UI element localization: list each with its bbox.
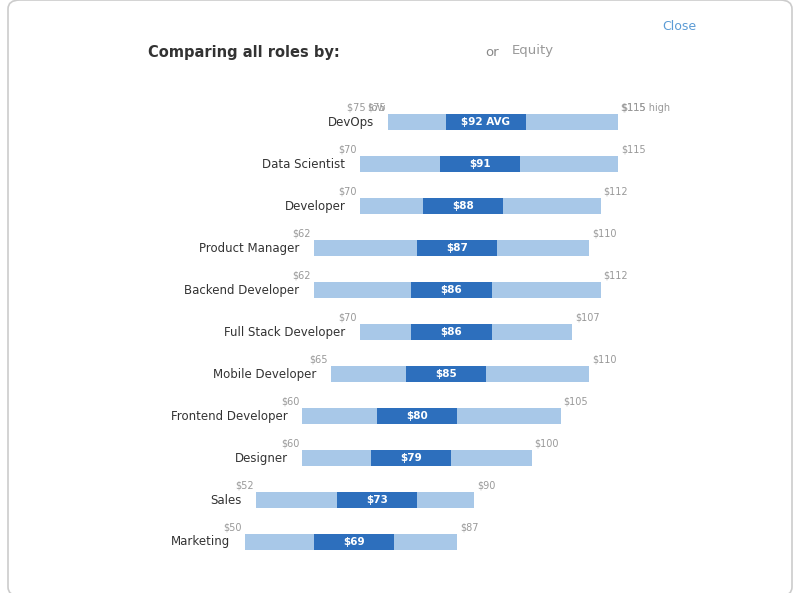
- Text: $70: $70: [338, 186, 357, 196]
- Text: Product Manager: Product Manager: [199, 241, 299, 254]
- Bar: [314, 282, 601, 298]
- Text: DevOps: DevOps: [328, 116, 374, 129]
- Bar: [314, 240, 590, 256]
- Text: $70: $70: [338, 145, 357, 155]
- Text: $80: $80: [406, 411, 428, 421]
- Bar: [417, 240, 498, 256]
- Text: Full Stack Developer: Full Stack Developer: [224, 326, 346, 339]
- Bar: [411, 282, 492, 298]
- Text: $70: $70: [338, 313, 357, 323]
- Bar: [360, 156, 618, 172]
- Text: $73: $73: [366, 495, 388, 505]
- Text: $60: $60: [281, 438, 299, 448]
- Text: $62: $62: [292, 228, 311, 238]
- Bar: [377, 408, 458, 424]
- Text: $107: $107: [575, 313, 599, 323]
- Bar: [440, 156, 520, 172]
- Text: $112: $112: [603, 186, 628, 196]
- Text: $75 low: $75 low: [347, 103, 386, 113]
- Text: $52: $52: [235, 480, 254, 490]
- Text: Equity: Equity: [512, 44, 554, 58]
- Bar: [388, 114, 618, 130]
- Bar: [302, 450, 532, 466]
- Text: $86: $86: [441, 327, 462, 337]
- Bar: [314, 534, 394, 550]
- Text: Backend Developer: Backend Developer: [184, 283, 299, 296]
- Text: $105: $105: [563, 396, 588, 406]
- Text: $85: $85: [435, 369, 457, 379]
- Text: $115: $115: [621, 145, 646, 155]
- Text: $91: $91: [470, 159, 491, 169]
- Bar: [245, 534, 458, 550]
- Text: $69: $69: [343, 537, 365, 547]
- Bar: [302, 408, 561, 424]
- Text: Data Scientist: Data Scientist: [262, 158, 346, 171]
- Bar: [446, 114, 526, 130]
- Text: Salary: Salary: [422, 44, 470, 58]
- Bar: [360, 324, 572, 340]
- Bar: [406, 366, 486, 382]
- Text: $87: $87: [446, 243, 468, 253]
- Bar: [331, 366, 590, 382]
- Text: Frontend Developer: Frontend Developer: [171, 410, 288, 423]
- Text: $65: $65: [310, 355, 328, 365]
- Text: $90: $90: [478, 480, 496, 490]
- Text: $110: $110: [592, 228, 617, 238]
- Text: $115 high: $115 high: [621, 103, 670, 113]
- Text: $92 AVG: $92 AVG: [462, 117, 510, 127]
- Text: $115: $115: [621, 103, 646, 113]
- Text: $86: $86: [441, 285, 462, 295]
- Text: Comparing all roles by:: Comparing all roles by:: [148, 44, 340, 60]
- Bar: [422, 198, 503, 214]
- Text: Designer: Designer: [234, 451, 288, 464]
- Text: $50: $50: [223, 522, 242, 533]
- Text: $62: $62: [292, 270, 311, 280]
- Bar: [256, 492, 474, 508]
- Text: $75: $75: [367, 103, 386, 113]
- Text: $88: $88: [452, 201, 474, 211]
- Text: Sales: Sales: [210, 493, 242, 506]
- Text: $100: $100: [534, 438, 559, 448]
- Text: Marketing: Marketing: [171, 535, 230, 549]
- Text: $112: $112: [603, 270, 628, 280]
- Text: $87: $87: [460, 522, 478, 533]
- Text: $110: $110: [592, 355, 617, 365]
- Bar: [337, 492, 417, 508]
- Text: Developer: Developer: [285, 200, 346, 213]
- Bar: [371, 450, 451, 466]
- Text: Close: Close: [662, 20, 696, 33]
- Text: $79: $79: [401, 453, 422, 463]
- Text: $60: $60: [281, 396, 299, 406]
- Bar: [360, 198, 601, 214]
- Text: or: or: [486, 46, 499, 59]
- Bar: [411, 324, 492, 340]
- Text: Mobile Developer: Mobile Developer: [214, 368, 317, 381]
